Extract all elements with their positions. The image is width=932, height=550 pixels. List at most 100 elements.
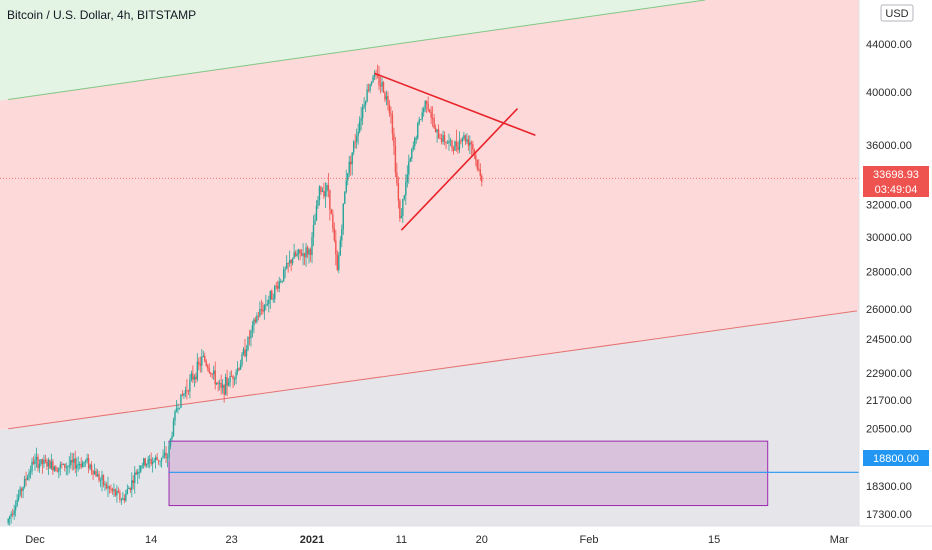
candle-body xyxy=(117,491,120,493)
candle-body xyxy=(436,129,438,133)
candle-body xyxy=(454,141,456,151)
candle-body xyxy=(315,205,318,221)
candle-body xyxy=(437,129,440,139)
candle-body xyxy=(10,513,12,517)
candle-body xyxy=(378,75,380,86)
candle-body xyxy=(201,356,203,366)
candle-body xyxy=(417,123,419,139)
demand-zone-box[interactable] xyxy=(168,440,769,507)
candle-body xyxy=(433,118,435,129)
channel-upper-line[interactable] xyxy=(8,0,706,100)
time-tick-label: 15 xyxy=(708,534,720,546)
candle-body xyxy=(147,459,149,464)
candle-body xyxy=(263,305,266,312)
time-tick-label: Mar xyxy=(830,534,849,546)
candle-body xyxy=(379,85,382,87)
candle-body xyxy=(309,249,312,256)
countdown-value: 03:49:04 xyxy=(875,184,918,196)
candle-body xyxy=(280,281,282,283)
price-tick-label: 30000.00 xyxy=(866,232,912,244)
candle-body xyxy=(129,488,132,491)
candle-body xyxy=(22,486,24,491)
currency-button[interactable] xyxy=(880,4,914,22)
candle-body xyxy=(463,135,465,139)
candle-body xyxy=(275,285,277,287)
price-tick-label: 24500.00 xyxy=(866,334,912,346)
candle-body xyxy=(78,464,81,465)
candle-body xyxy=(461,138,464,142)
candle-body xyxy=(394,145,397,173)
candle-body xyxy=(144,458,146,466)
candle-body xyxy=(120,499,123,501)
candle-body xyxy=(464,135,467,142)
candle-body xyxy=(160,457,163,462)
candle-body xyxy=(83,462,85,463)
candle-body xyxy=(89,464,91,469)
candle-body xyxy=(262,309,264,312)
candle-body xyxy=(159,461,161,462)
candle-body xyxy=(288,259,291,264)
candle-body xyxy=(299,249,301,254)
channel-lower-line[interactable] xyxy=(8,310,858,430)
candle-body xyxy=(17,495,20,500)
price-tick-label: 44000.00 xyxy=(866,39,912,51)
candle-body xyxy=(135,472,137,475)
candle-body xyxy=(370,82,373,85)
candle-body xyxy=(448,140,450,144)
candle-body xyxy=(297,249,300,254)
candle-body xyxy=(162,455,164,458)
candle-body xyxy=(141,465,143,467)
time-tick-label: Feb xyxy=(580,534,599,546)
candle-body xyxy=(214,370,216,385)
candle-body xyxy=(265,304,267,306)
candle-body xyxy=(192,373,194,380)
candle-body xyxy=(98,474,100,481)
candle-body xyxy=(479,169,481,176)
candle-body xyxy=(290,259,292,264)
time-tick-label: 23 xyxy=(225,534,237,546)
candle-body xyxy=(80,464,82,468)
candle-body xyxy=(342,203,344,230)
candle-body xyxy=(338,255,340,270)
candle-body xyxy=(145,463,148,466)
candle-body xyxy=(320,186,322,192)
candle-body xyxy=(421,112,423,120)
time-axis-panel[interactable] xyxy=(0,526,932,550)
candle-body xyxy=(81,462,84,468)
candle-body xyxy=(269,290,272,300)
last-price-value: 33698.93 xyxy=(873,169,919,181)
candle-body xyxy=(68,465,70,467)
time-tick-label: Dec xyxy=(25,534,45,546)
candle-body xyxy=(308,249,310,255)
candle-body xyxy=(107,486,109,489)
candle-body xyxy=(460,140,462,142)
candle-body xyxy=(71,459,73,463)
candle-body xyxy=(369,84,371,91)
candle-body xyxy=(363,104,365,107)
candle-body xyxy=(281,280,283,282)
price-axis-panel[interactable] xyxy=(859,0,932,526)
candle-body xyxy=(104,484,106,486)
time-tick-label: 2021 xyxy=(300,534,324,546)
channel-fill xyxy=(0,0,859,430)
candle-body xyxy=(330,209,333,215)
candle-body xyxy=(336,254,339,270)
candle-body xyxy=(123,498,126,501)
triangle-lower-line[interactable] xyxy=(400,107,519,231)
price-tick-label: 32000.00 xyxy=(866,199,912,211)
chart-title: Bitcoin / U.S. Dollar, 4h, BITSTAMP xyxy=(7,8,196,22)
candle-body xyxy=(387,96,389,105)
candle-body xyxy=(128,488,130,490)
candle-body xyxy=(20,488,23,491)
candle-body xyxy=(467,139,470,146)
candle-body xyxy=(235,371,237,379)
time-tick-label: 11 xyxy=(396,534,407,546)
candle-body xyxy=(360,118,362,121)
upper-channel-band xyxy=(0,0,859,101)
candle-body xyxy=(361,106,364,119)
price-tick-label: 22900.00 xyxy=(866,368,912,380)
triangle-upper-line[interactable] xyxy=(374,72,536,137)
candle-body xyxy=(233,378,236,380)
candle-body xyxy=(226,377,228,386)
